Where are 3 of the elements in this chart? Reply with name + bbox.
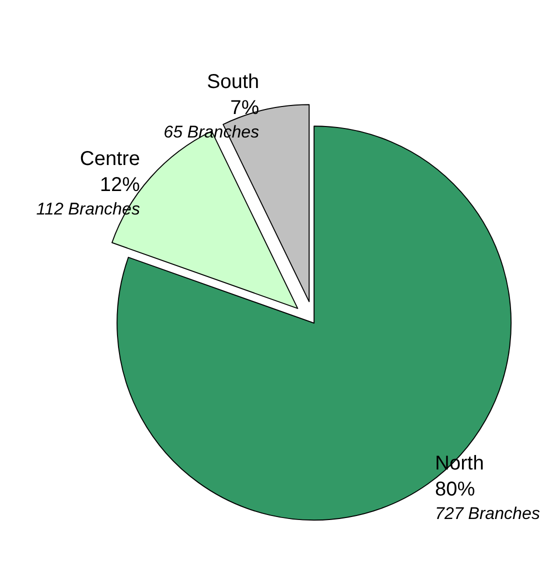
slice-label: Centre bbox=[80, 148, 140, 170]
data-label: 80% 727 Branches bbox=[435, 478, 540, 523]
slice-label: South bbox=[206, 70, 260, 93]
